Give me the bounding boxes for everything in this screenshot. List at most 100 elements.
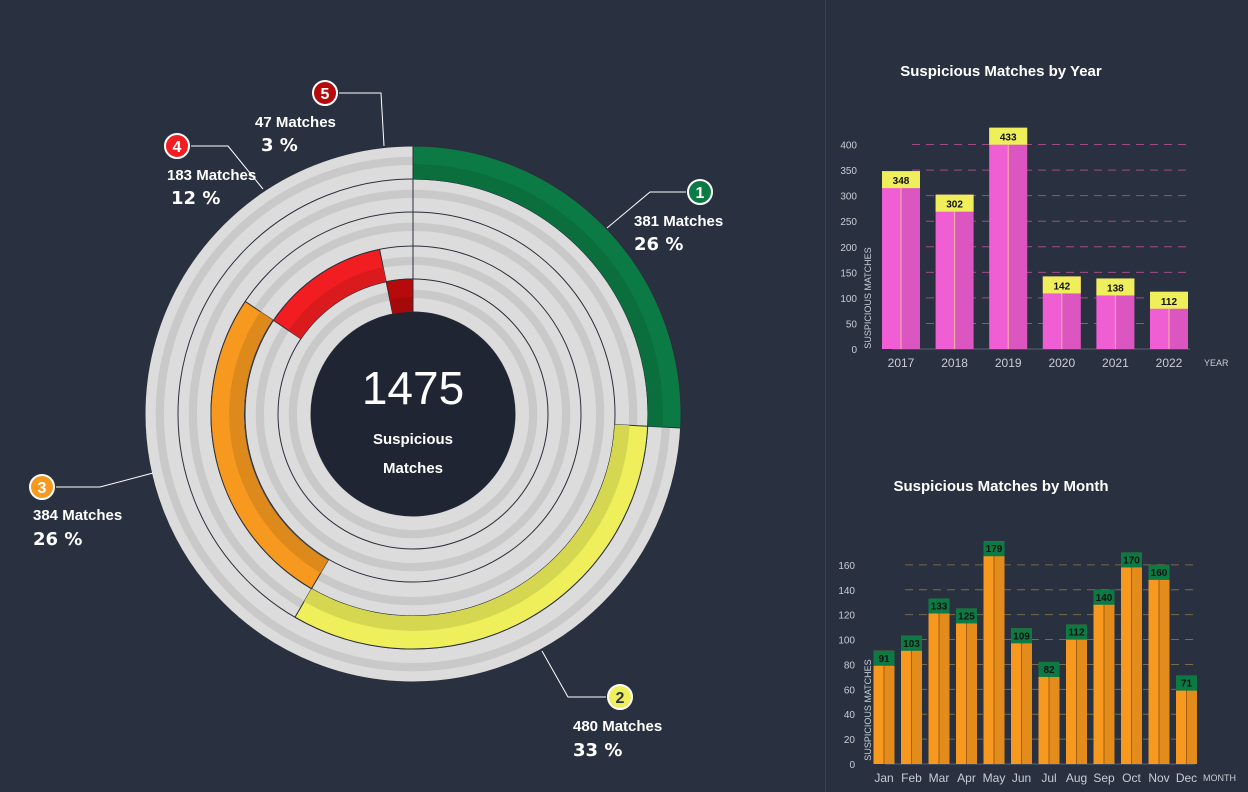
- month-category-label: Apr: [957, 771, 976, 785]
- month-bar: [1176, 675, 1197, 764]
- year-data-label: 302: [946, 200, 963, 211]
- year-bar: [1150, 291, 1188, 349]
- callout-line-5: [339, 92, 385, 147]
- year-bar: [989, 127, 1028, 349]
- year-y-tick-label: 350: [840, 166, 857, 177]
- year-chart-title: Suspicious Matches by Year: [900, 63, 1102, 80]
- month-category-label: Dec: [1176, 771, 1197, 785]
- month-y-axis-label: SUSPICIOUS MATCHES: [863, 659, 873, 760]
- segment-shade-3: [229, 311, 329, 573]
- month-y-tick-label: 20: [844, 735, 856, 746]
- year-category-label: 2022: [1156, 356, 1183, 370]
- month-bar: [1148, 564, 1170, 764]
- rank-badge-number-5: 5: [321, 86, 330, 103]
- month-bar: [1121, 552, 1142, 764]
- month-bar: [873, 650, 895, 764]
- month-y-tick-label: 80: [844, 660, 856, 671]
- radial-donut-chart: 1475 Suspicious Matches 1 381 Matches 26 % 2 48…: [29, 80, 723, 761]
- month-bar: [1093, 589, 1115, 764]
- month-data-label: 170: [1123, 555, 1140, 566]
- month-bar-shade: [966, 608, 977, 764]
- month-category-label: Nov: [1148, 771, 1169, 785]
- month-y-tick-label: 100: [838, 636, 855, 647]
- rank-badge-number-4: 4: [173, 139, 182, 156]
- match-percent-label-4: 12 %: [171, 188, 220, 209]
- month-bar: [1011, 628, 1032, 764]
- match-count-label-3: 384 Matches: [33, 507, 122, 524]
- match-percent-label-5: 3 %: [261, 135, 298, 156]
- month-bar: [1066, 624, 1087, 764]
- month-data-label: 140: [1096, 593, 1113, 604]
- month-category-label: Mar: [929, 771, 950, 785]
- year-bar: [882, 171, 920, 349]
- month-category-label: Jul: [1041, 771, 1056, 785]
- rank-badge-1: [687, 179, 713, 205]
- segment-shade-2: [304, 424, 630, 631]
- month-data-label: 103: [903, 639, 920, 650]
- match-count-label-2: 480 Matches: [573, 718, 662, 735]
- total-count: 1475: [362, 362, 464, 414]
- month-bar-cap: [1011, 628, 1032, 644]
- center-circle: [311, 312, 515, 516]
- month-bar-shade: [1076, 624, 1087, 764]
- month-bar-cap: [873, 650, 895, 666]
- year-bar-cap: [1096, 278, 1135, 296]
- year-bar-shade: [901, 171, 920, 349]
- month-bar-shade: [1021, 628, 1032, 764]
- center-label-line1: Suspicious: [373, 431, 453, 448]
- match-percent-label-2: 33 %: [573, 740, 622, 761]
- year-y-tick-label: 50: [846, 319, 858, 330]
- panel-divider: [825, 0, 826, 792]
- month-bar-cap: [1038, 661, 1060, 677]
- month-bar: [983, 541, 1005, 764]
- segment-shade-5: [389, 297, 413, 315]
- year-y-tick-label: 400: [840, 141, 857, 152]
- match-count-label-5: 47 Matches: [255, 114, 336, 131]
- month-bar-cap: [901, 635, 922, 651]
- match-count-label-4: 183 Matches: [167, 167, 256, 184]
- year-bar-cap: [1150, 291, 1188, 309]
- month-data-label: 179: [986, 544, 1003, 555]
- month-bar-shade: [1159, 564, 1170, 764]
- month-x-axis-label: MONTH: [1203, 773, 1236, 783]
- month-bar: [901, 635, 922, 764]
- month-category-label: Aug: [1066, 771, 1087, 785]
- callout-line-1: [606, 191, 686, 229]
- center-label-line2: Matches: [383, 460, 443, 477]
- rank-badge-5: [312, 80, 338, 106]
- year-bar-cap: [935, 194, 974, 212]
- year-category-label: 2017: [888, 356, 915, 370]
- month-y-tick-label: 160: [838, 561, 855, 572]
- year-category-label: 2018: [941, 356, 968, 370]
- year-bar-shade: [1008, 127, 1028, 349]
- year-bar: [935, 194, 974, 349]
- month-category-label: Jan: [874, 771, 893, 785]
- month-bar: [956, 608, 977, 764]
- year-data-label: 348: [893, 176, 910, 187]
- month-data-label: 71: [1181, 679, 1193, 690]
- year-x-axis-label: YEAR: [1204, 358, 1229, 368]
- month-bar-shade: [911, 635, 922, 764]
- month-y-tick-label: 0: [849, 760, 855, 771]
- month-bar-shade: [1186, 675, 1197, 764]
- month-bar-shade: [1049, 661, 1060, 764]
- year-y-tick-label: 300: [840, 192, 857, 203]
- month-bar-shade: [884, 650, 895, 764]
- year-data-label: 433: [1000, 133, 1017, 144]
- month-category-label: Oct: [1122, 771, 1141, 785]
- year-data-label: 142: [1053, 281, 1070, 292]
- callout-line-2: [541, 650, 606, 698]
- month-bar-cap: [956, 608, 977, 624]
- month-y-tick-label: 140: [838, 586, 855, 597]
- month-category-label: Feb: [901, 771, 922, 785]
- year-y-tick-label: 100: [840, 294, 857, 305]
- rank-badge-number-3: 3: [38, 480, 47, 497]
- year-y-tick-label: 0: [851, 345, 857, 356]
- year-bar-cap: [1042, 276, 1081, 294]
- month-data-label: 112: [1068, 628, 1085, 639]
- year-bar-shade: [1115, 278, 1135, 349]
- rank-badge-4: [164, 133, 190, 159]
- month-bar-cap: [1093, 589, 1115, 605]
- year-data-label: 112: [1161, 297, 1178, 308]
- year-bar: [1042, 276, 1081, 349]
